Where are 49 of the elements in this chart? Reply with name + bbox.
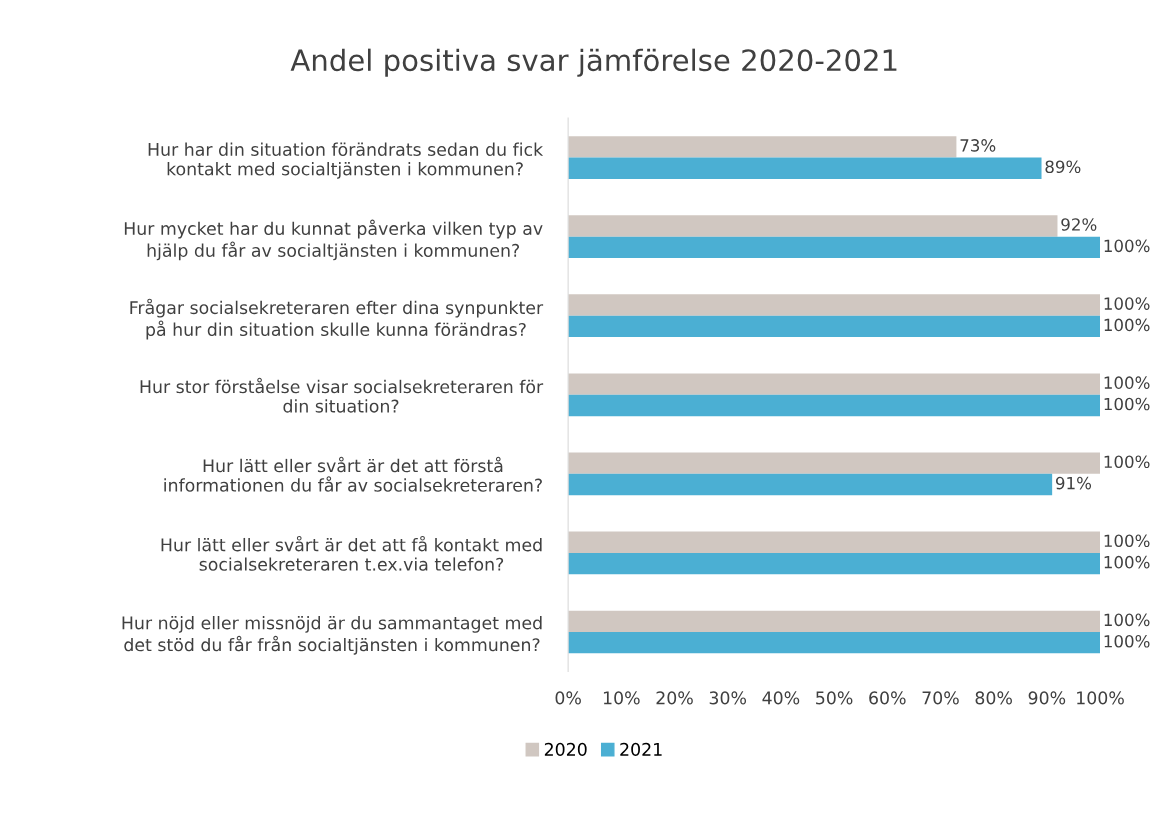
x-tick-label: 40%: [762, 691, 800, 705]
legend-label: 2020: [544, 742, 587, 756]
data-label: 100%: [1104, 455, 1150, 469]
y-tick-label: Frågar socialsekreteraren efter dina synpunkter på hur din situation skulle kunna förändras?: [130, 298, 544, 340]
data-label: 100%: [1104, 555, 1150, 569]
y-tick-label: Hur lätt eller svårt är det att förstå informationen du får av socialsekreteraren?: [164, 456, 542, 492]
data-label: 73%: [960, 139, 996, 152]
x-tick-label: 30%: [709, 691, 747, 705]
data-label: 100%: [1104, 613, 1150, 627]
y-tick-label: Hur mycket har du kunnat påverka vilken typ av hjälp du får av socialtjänsten i kommunen?: [124, 219, 543, 261]
bar: [568, 157, 1042, 179]
x-tick-label: 10%: [603, 691, 640, 705]
bar: [568, 136, 957, 158]
data-label: 100%: [1104, 376, 1150, 389]
bar: [568, 294, 1101, 316]
data-label: 91%: [1055, 476, 1092, 490]
data-label: 100%: [1104, 397, 1150, 411]
x-tick-label: 80%: [975, 691, 1012, 705]
data-label: 100%: [1104, 318, 1150, 332]
data-label: 100%: [1104, 239, 1150, 253]
bar: [568, 610, 1101, 633]
data-label: 89%: [1045, 160, 1081, 174]
data-label: 100%: [1104, 297, 1150, 310]
y-tick-label: Hur har din situation förändrats sedan du fick kontakt med socialtjänsten i kommunen?: [148, 142, 544, 179]
legend-label: 2021: [620, 742, 662, 756]
data-label: 92%: [1061, 218, 1097, 231]
x-tick-label: 50%: [816, 691, 853, 705]
chart-title: Andel positiva svar jämförelse 2020-2021: [290, 48, 897, 77]
bar: [568, 473, 1053, 496]
data-label: 100%: [1104, 634, 1150, 648]
bar: [568, 373, 1101, 395]
x-tick-label: 20%: [656, 691, 693, 705]
bar: [568, 394, 1101, 417]
y-tick-label: Hur stor förståelse visar socialsekreteraren för din situation?: [140, 377, 544, 413]
x-tick-label: 0%: [555, 691, 581, 705]
y-tick-label: Hur lätt eller svårt är det att få kontakt med socialsekreteraren t.ex.via telefon?: [161, 535, 542, 571]
x-tick-label: 90%: [1028, 691, 1066, 705]
bar: [568, 632, 1101, 654]
x-tick-label: 100%: [1077, 691, 1124, 705]
x-tick-label: 70%: [922, 691, 959, 705]
y-tick-label: Hur nöjd eller missnöjd är du sammantaget med det stöd du får från socialtjänsten i kommunen?: [122, 615, 542, 655]
bar: [568, 315, 1101, 338]
data-label: 100%: [1104, 534, 1150, 548]
bar: [568, 552, 1101, 575]
bar: [568, 531, 1101, 553]
bar: [568, 452, 1101, 474]
bar: [568, 236, 1101, 258]
bar: [568, 215, 1058, 237]
x-tick-label: 60%: [869, 691, 906, 705]
